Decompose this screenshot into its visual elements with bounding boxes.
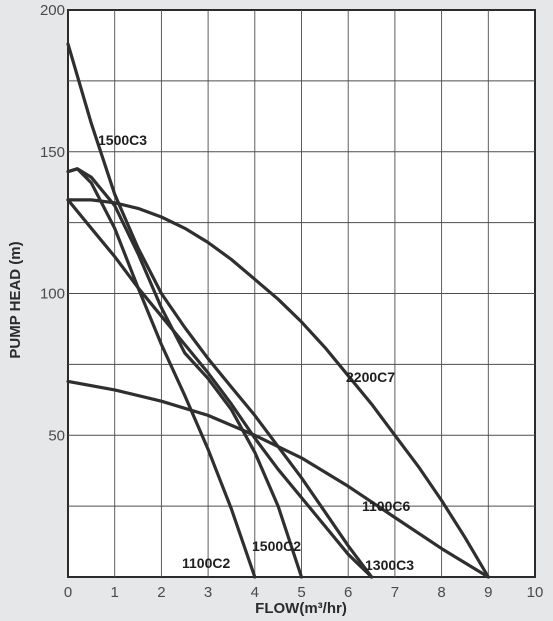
series-labels: 1500C3 2200C7 1100C6 1300C3 1500C2 1100C…: [98, 132, 414, 573]
curve-1100c6: [66, 379, 490, 579]
x-tick-label: 8: [437, 584, 445, 601]
label-2200c7: 2200C7: [346, 369, 395, 385]
y-axis-title: PUMP HEAD (m): [7, 241, 24, 358]
x-tick-label: 6: [344, 584, 352, 601]
y-tick-label: 100: [40, 286, 65, 303]
y-tick-label: 150: [40, 144, 65, 161]
curves: [66, 42, 490, 579]
curve-2200c7: [66, 198, 490, 579]
label-1500c2: 1500C2: [252, 538, 301, 554]
x-tick-label: 3: [204, 584, 212, 601]
curve-1500c2: [66, 167, 304, 579]
x-tick-label: 10: [527, 584, 544, 601]
x-axis-title: FLOW(m³/hr): [255, 600, 347, 617]
y-tick-label: 50: [48, 427, 65, 444]
gridlines: [68, 10, 535, 577]
curve-1300c3: [66, 198, 374, 579]
x-tick-label: 7: [391, 584, 399, 601]
label-1500c3: 1500C3: [98, 132, 147, 148]
y-tick-labels: 50 100 150 200: [40, 2, 65, 444]
x-tick-label: 0: [64, 584, 72, 601]
x-tick-label: 5: [297, 584, 305, 601]
y-tick-label: 200: [40, 2, 65, 19]
label-1100c2: 1100C2: [182, 555, 230, 571]
label-1100c6: 1100C6: [362, 498, 410, 514]
curve-1100c2: [66, 167, 257, 579]
x-tick-label: 1: [111, 584, 119, 601]
x-tick-labels: 0 1 2 3 4 5 6 7 8 9 10: [64, 584, 544, 601]
x-tick-label: 4: [251, 584, 259, 601]
x-tick-label: 9: [484, 584, 492, 601]
label-1300c3: 1300C3: [365, 557, 414, 573]
x-tick-label: 2: [157, 584, 165, 601]
